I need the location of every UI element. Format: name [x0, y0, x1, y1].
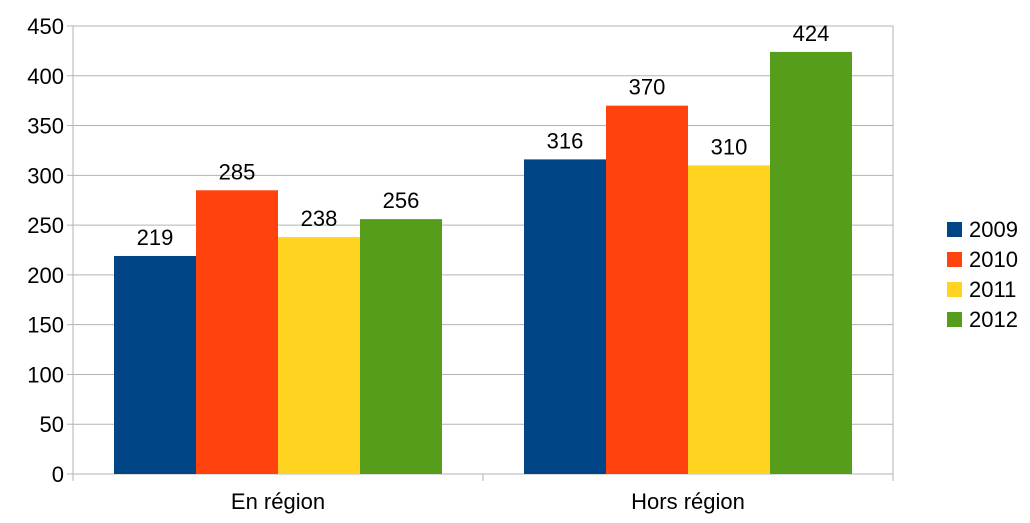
y-tick-label: 300: [27, 163, 64, 188]
bar-2011-1: [688, 165, 770, 474]
legend: 2009 2010 2011 2012: [947, 217, 1018, 332]
legend-label: 2011: [969, 277, 1016, 302]
x-category-label: Hors région: [631, 489, 745, 514]
y-tick-label: 0: [52, 462, 64, 487]
legend-label: 2009: [969, 217, 1018, 242]
legend-label: 2010: [969, 247, 1018, 272]
bar-2009-1: [524, 159, 606, 474]
bar-2012-1: [770, 51, 852, 474]
y-tick-label: 50: [40, 412, 64, 437]
y-tick-label: 100: [27, 362, 64, 387]
legend-label: 2012: [969, 307, 1018, 332]
bars: [114, 51, 852, 475]
y-tick-label: 150: [27, 313, 64, 338]
bar-2012-0: [360, 219, 442, 474]
legend-swatch-2012: [947, 312, 962, 327]
y-tick-label: 200: [27, 263, 64, 288]
data-label: 310: [711, 134, 748, 159]
y-tick-label: 450: [27, 14, 64, 39]
legend-swatch-2011: [947, 282, 962, 297]
data-labels: 219 316 285 370 238 310 256 424: [137, 21, 830, 250]
y-tick-label: 250: [27, 213, 64, 238]
x-category-label: En région: [231, 489, 325, 514]
data-label: 256: [383, 188, 420, 213]
y-tick-label: 400: [27, 64, 64, 89]
legend-swatch-2010: [947, 252, 962, 267]
data-label: 238: [301, 206, 338, 231]
data-label: 424: [793, 21, 830, 46]
data-label: 285: [219, 159, 256, 184]
data-label: 219: [137, 225, 174, 250]
bar-2009-0: [114, 255, 196, 474]
bar-2011-0: [278, 237, 360, 474]
axes: 0 50 100 150 200 250 300 350 400 450 En région Hors…: [27, 14, 894, 514]
data-label: 370: [629, 75, 666, 100]
data-label: 316: [547, 128, 584, 153]
y-tick-label: 350: [27, 114, 64, 139]
legend-swatch-2009: [947, 222, 962, 237]
bar-2010-0: [196, 190, 278, 474]
bar-2010-1: [606, 105, 688, 475]
